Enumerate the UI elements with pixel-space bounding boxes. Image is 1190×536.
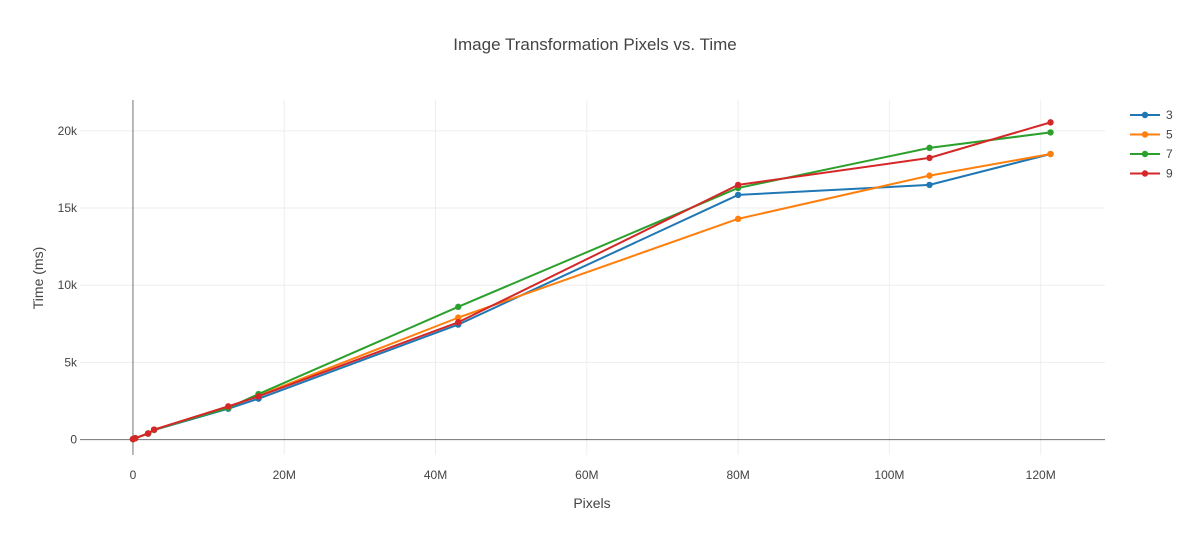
- legend-label: 9: [1166, 167, 1173, 181]
- legend-label: 7: [1166, 147, 1173, 161]
- data-point[interactable]: [132, 434, 139, 442]
- data-point[interactable]: [455, 319, 462, 326]
- legend-item-9[interactable]: 9: [1130, 167, 1173, 181]
- legend-swatch-marker: [1141, 131, 1149, 138]
- y-tick-label: 15k: [58, 201, 78, 215]
- y-tick-label: 5k: [64, 355, 78, 369]
- chart-title: Image Transformation Pixels vs. Time: [453, 35, 736, 54]
- legend-label: 3: [1166, 108, 1173, 122]
- legend-swatch-marker: [1141, 111, 1149, 119]
- series-layer: [129, 119, 1054, 443]
- data-point[interactable]: [455, 303, 462, 311]
- x-tick-label: 40M: [424, 468, 447, 482]
- legend[interactable]: 3 5 7 9: [1130, 108, 1173, 181]
- y-tick-label: 0: [70, 433, 77, 447]
- data-point[interactable]: [225, 403, 232, 410]
- series-5: [129, 150, 1054, 443]
- x-tick-label: 100M: [874, 468, 904, 482]
- data-point[interactable]: [734, 181, 742, 189]
- data-point[interactable]: [150, 426, 158, 433]
- data-point[interactable]: [255, 393, 262, 400]
- legend-item-7[interactable]: 7: [1130, 147, 1173, 161]
- y-tick-label: 10k: [58, 278, 78, 292]
- y-tick-label: 20k: [58, 124, 78, 138]
- x-tick-label: 120M: [1026, 468, 1056, 482]
- data-point[interactable]: [144, 430, 152, 437]
- data-point[interactable]: [926, 181, 933, 189]
- axes-layer: 0 20M 40M 60M 80M 100M 120M 0 5k 10k 15k 20k: [58, 100, 1105, 482]
- x-tick-label: 60M: [575, 468, 598, 482]
- data-point[interactable]: [926, 144, 933, 152]
- data-point[interactable]: [926, 154, 933, 162]
- legend-swatch-marker: [1141, 170, 1149, 177]
- series-line-5: [132, 153, 1051, 441]
- series-line-9: [132, 121, 1051, 441]
- series-3: [129, 150, 1054, 443]
- data-point[interactable]: [455, 314, 462, 321]
- series-9: [129, 119, 1054, 443]
- legend-label: 5: [1166, 128, 1173, 142]
- x-axis-title: Pixels: [573, 495, 610, 511]
- data-point[interactable]: [1047, 119, 1054, 126]
- data-point[interactable]: [926, 172, 933, 179]
- legend-item-3[interactable]: 3: [1130, 108, 1173, 122]
- x-tick-label: 80M: [726, 468, 749, 482]
- legend-item-5[interactable]: 5: [1130, 128, 1173, 142]
- data-point[interactable]: [1047, 150, 1054, 158]
- legend-swatch-marker: [1141, 150, 1149, 158]
- x-tick-label: 0: [130, 468, 137, 482]
- x-tick-label: 20M: [273, 468, 296, 482]
- y-axis-title: Time (ms): [30, 247, 46, 309]
- series-line-3: [132, 153, 1051, 441]
- data-point[interactable]: [734, 215, 742, 223]
- data-point[interactable]: [1047, 129, 1054, 136]
- data-point[interactable]: [734, 191, 742, 199]
- grid-layer: [80, 100, 1105, 455]
